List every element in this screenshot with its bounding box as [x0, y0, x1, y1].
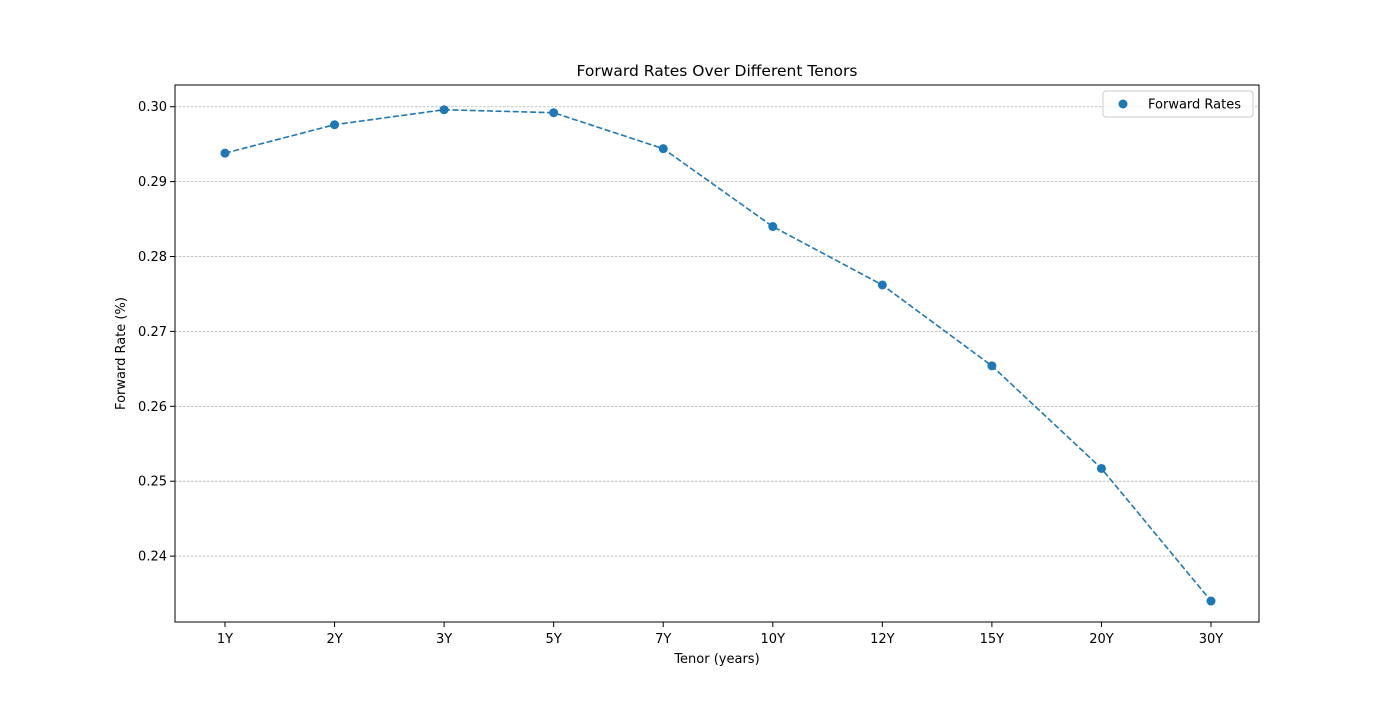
x-tick-label: 1Y	[217, 632, 233, 647]
x-tick-label: 3Y	[436, 632, 452, 647]
y-tick-label: 0.30	[138, 100, 167, 115]
data-point-1y	[220, 148, 230, 158]
legend-label: Forward Rates	[1148, 98, 1241, 113]
series-layer	[220, 105, 1216, 606]
x-tick-label: 7Y	[655, 632, 671, 647]
legend: Forward Rates	[1102, 90, 1254, 118]
y-tick-label: 0.26	[138, 400, 167, 415]
x-tick-label: 5Y	[546, 632, 562, 647]
y-axis-label: Forward Rate (%)	[114, 297, 129, 410]
data-point-10y	[768, 222, 778, 232]
data-point-7y	[658, 144, 668, 154]
data-point-15y	[987, 361, 997, 371]
grid-layer	[175, 106, 1259, 557]
x-tick-label: 10Y	[761, 632, 786, 647]
y-axis: 0.24 0.25 0.26 0.27 0.28 0.29 0.30	[138, 100, 175, 565]
y-tick-label: 0.29	[138, 175, 167, 190]
x-tick-label: 30Y	[1199, 632, 1224, 647]
y-tick-label: 0.27	[138, 325, 167, 340]
x-tick-label: 20Y	[1089, 632, 1114, 647]
x-axis: 1Y 2Y 3Y 5Y 7Y 10Y 12Y 15Y 20Y 30Y	[217, 622, 1223, 647]
data-point-2y	[330, 120, 340, 130]
data-point-20y	[1096, 463, 1106, 473]
y-tick-label: 0.24	[138, 550, 167, 565]
data-point-3y	[439, 105, 449, 115]
y-tick-label: 0.28	[138, 250, 167, 265]
x-tick-label: 15Y	[980, 632, 1005, 647]
x-tick-label: 2Y	[326, 632, 342, 647]
data-point-5y	[549, 108, 559, 118]
x-tick-label: 12Y	[870, 632, 895, 647]
series-line	[224, 108, 1212, 602]
chart-title: Forward Rates Over Different Tenors	[577, 62, 858, 80]
data-point-30y	[1206, 596, 1216, 606]
legend-box	[1102, 90, 1254, 118]
legend-marker-icon	[1118, 99, 1128, 109]
y-tick-label: 0.25	[138, 475, 167, 490]
data-point-12y	[877, 280, 887, 290]
x-axis-label: Tenor (years)	[673, 652, 759, 667]
plot-area-frame	[174, 84, 1260, 623]
